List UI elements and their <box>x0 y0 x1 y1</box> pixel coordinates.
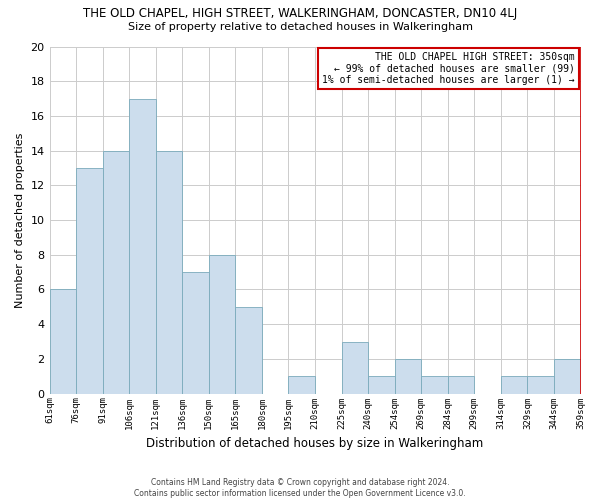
Bar <box>103 150 129 394</box>
Text: Size of property relative to detached houses in Walkeringham: Size of property relative to detached ho… <box>128 22 473 32</box>
Bar <box>501 376 527 394</box>
Bar <box>395 359 421 394</box>
Bar <box>76 168 103 394</box>
Text: Contains HM Land Registry data © Crown copyright and database right 2024.
Contai: Contains HM Land Registry data © Crown c… <box>134 478 466 498</box>
Bar <box>368 376 395 394</box>
Bar <box>182 272 209 394</box>
Bar <box>129 98 156 394</box>
Text: THE OLD CHAPEL, HIGH STREET, WALKERINGHAM, DONCASTER, DN10 4LJ: THE OLD CHAPEL, HIGH STREET, WALKERINGHA… <box>83 8 517 20</box>
Y-axis label: Number of detached properties: Number of detached properties <box>15 132 25 308</box>
Bar <box>341 342 368 394</box>
Bar <box>235 307 262 394</box>
X-axis label: Distribution of detached houses by size in Walkeringham: Distribution of detached houses by size … <box>146 437 484 450</box>
Bar <box>289 376 315 394</box>
Bar <box>156 150 182 394</box>
Bar <box>527 376 554 394</box>
Text: THE OLD CHAPEL HIGH STREET: 350sqm
← 99% of detached houses are smaller (99)
1% : THE OLD CHAPEL HIGH STREET: 350sqm ← 99%… <box>322 52 575 86</box>
Bar <box>50 290 76 394</box>
Bar <box>209 255 235 394</box>
Bar <box>421 376 448 394</box>
Bar <box>554 359 581 394</box>
Bar <box>448 376 475 394</box>
